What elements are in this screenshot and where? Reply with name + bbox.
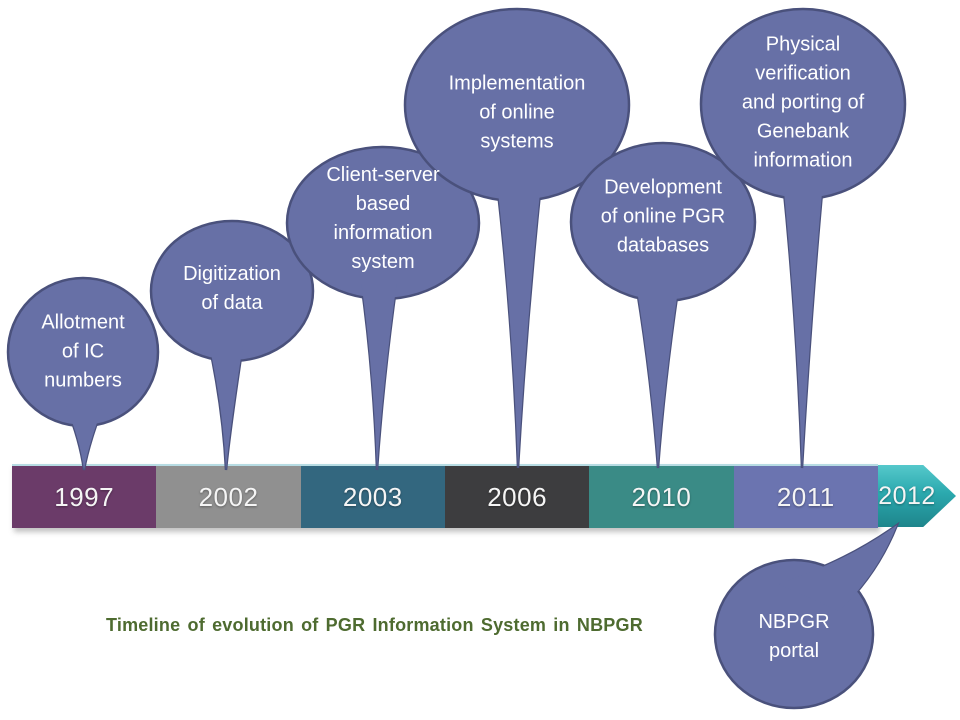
slide-caption: Timeline of evolution of PGR Information… — [106, 615, 643, 635]
timeline-segment-2010: 2010 — [589, 466, 734, 528]
year-label-2003: 2003 — [342, 481, 403, 512]
timeline-arrow-2012: 2012 — [878, 465, 956, 527]
callout-digitization-of-data — [149, 219, 315, 471]
year-label-2006: 2006 — [487, 481, 548, 512]
callout-label-digitization: Digitization of data — [183, 263, 281, 314]
callout-label-nbpgr-portal: NBPGR portal — [758, 611, 830, 662]
callout-label-physical-verification: Physical verification and porting of Gen… — [741, 33, 865, 172]
year-label-2011: 2011 — [776, 481, 835, 512]
callout-label-allotment: Allotment of IC numbers — [41, 311, 125, 392]
timeline-segment-2006: 2006 — [444, 466, 590, 528]
timeline-segment-2011: 2011 — [733, 466, 878, 528]
timeline-bar: 1997 2002 2003 2006 2010 2011 2012 — [12, 464, 956, 528]
callout-label-online-systems: Implementation of online systems — [448, 72, 586, 153]
year-label-2010: 2010 — [631, 481, 692, 512]
year-label-2002: 2002 — [198, 481, 259, 512]
year-label-2012: 2012 — [878, 481, 936, 510]
callout-label-pgr-databases: Development of online PGR databases — [600, 176, 726, 257]
year-label-1997: 1997 — [54, 481, 115, 512]
timeline-segment-2003: 2003 — [300, 466, 445, 528]
timeline-segment-1997: 1997 — [12, 466, 157, 528]
timeline-segments: 1997 2002 2003 2006 2010 2011 — [12, 464, 878, 528]
callout-label-client-server: Client-server based information system — [326, 164, 440, 273]
timeline-segment-2002: 2002 — [156, 466, 301, 528]
